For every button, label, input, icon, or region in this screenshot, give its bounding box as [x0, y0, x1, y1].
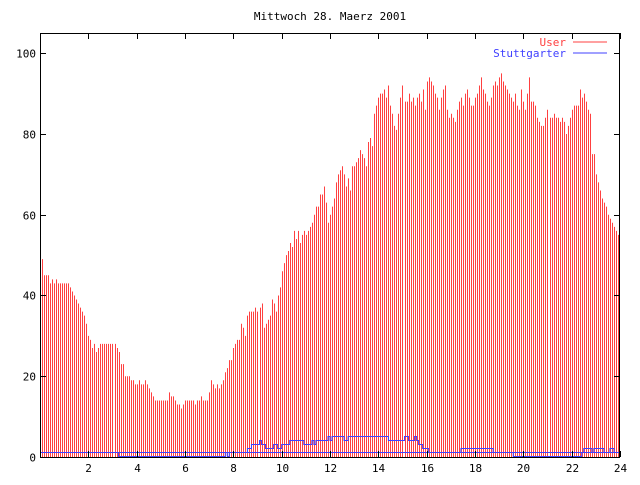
chart-title: Mittwoch 28. Maerz 2001 — [254, 10, 406, 23]
legend-label-user: User — [540, 36, 567, 49]
y-tick-label: 20 — [23, 371, 36, 384]
x-tick-label: 10 — [276, 462, 289, 475]
x-tick-label: 24 — [614, 462, 628, 475]
x-tick-label: 14 — [372, 462, 386, 475]
y-tick-label: 80 — [23, 129, 36, 142]
x-tick-label: 12 — [324, 462, 337, 475]
x-tick-label: 22 — [566, 462, 579, 475]
x-tick-label: 2 — [85, 462, 92, 475]
user-impulses — [40, 73, 619, 457]
y-tick-label: 0 — [29, 452, 36, 465]
stuttgarter-line — [40, 436, 620, 457]
y-tick-label: 60 — [23, 210, 36, 223]
y-tick-label: 100 — [16, 48, 36, 61]
x-tick-label: 8 — [230, 462, 237, 475]
x-tick-label: 6 — [182, 462, 189, 475]
legend-label-stuttgarter: Stuttgarter — [493, 47, 566, 60]
legend: User Stuttgarter — [493, 36, 607, 60]
x-tick-label: 20 — [517, 462, 530, 475]
x-tick-label: 4 — [134, 462, 141, 475]
x-tick-label: 18 — [469, 462, 482, 475]
y-tick-label: 40 — [23, 290, 36, 303]
x-tick-label: 16 — [421, 462, 434, 475]
